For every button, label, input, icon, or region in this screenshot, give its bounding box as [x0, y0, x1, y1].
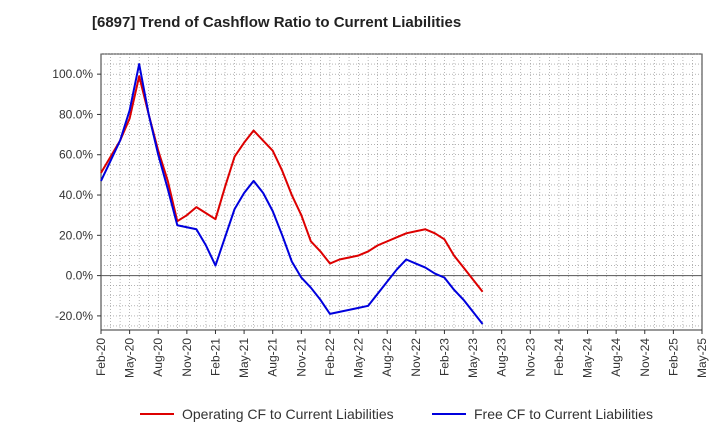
x-tick-label: Aug-21	[266, 338, 280, 377]
x-tick-label: May-25	[695, 338, 709, 378]
legend: Operating CF to Current Liabilities Free …	[140, 406, 653, 422]
x-tick-label: May-22	[352, 338, 366, 378]
legend-label-free-cf: Free CF to Current Liabilities	[474, 406, 653, 422]
x-tick-label: May-24	[581, 338, 595, 378]
x-tick-label: May-23	[466, 338, 480, 378]
plot-area	[100, 53, 703, 331]
y-tick-label: 100.0%	[52, 67, 93, 81]
x-axis-ticks: Feb-20 May-20 Aug-20 Nov-20 Feb-21 May-21 Aug-…	[94, 330, 709, 378]
x-tick-label: Nov-20	[180, 338, 194, 377]
x-tick-label: Nov-22	[409, 338, 423, 377]
x-tick-label: Nov-24	[638, 338, 652, 377]
x-tick-label: Aug-22	[380, 338, 394, 377]
x-tick-label: Feb-24	[552, 338, 566, 376]
x-tick-label: Feb-22	[323, 338, 337, 376]
series-line-free-cf	[100, 63, 484, 325]
x-tick-label: Feb-21	[208, 338, 222, 376]
x-tick-label: Feb-23	[437, 338, 451, 376]
x-tick-label: Feb-25	[666, 338, 680, 376]
x-tick-label: Nov-21	[294, 338, 308, 377]
y-tick-label: 60.0%	[59, 148, 93, 162]
x-tick-label: Nov-23	[523, 338, 537, 377]
y-tick-label: 80.0%	[59, 107, 93, 121]
y-tick-label: -20.0%	[55, 309, 93, 323]
series-line-operating-cf	[100, 75, 484, 293]
x-tick-label: May-20	[123, 338, 137, 378]
legend-label-operating-cf: Operating CF to Current Liabilities	[182, 406, 394, 422]
y-tick-label: 0.0%	[66, 269, 94, 283]
x-tick-label: Aug-20	[151, 338, 165, 377]
chart-title: [6897] Trend of Cashflow Ratio to Curren…	[92, 14, 462, 31]
x-tick-label: Aug-23	[495, 338, 509, 377]
x-tick-label: Feb-20	[94, 338, 108, 376]
y-tick-label: 20.0%	[59, 228, 93, 242]
y-axis-ticks: 100.0% 80.0% 60.0% 40.0% 20.0% 0.0% -20.0%	[52, 67, 101, 323]
x-tick-label: Aug-24	[609, 338, 623, 377]
y-tick-label: 40.0%	[59, 188, 93, 202]
x-tick-label: May-21	[237, 338, 251, 378]
series-lines	[100, 63, 484, 325]
